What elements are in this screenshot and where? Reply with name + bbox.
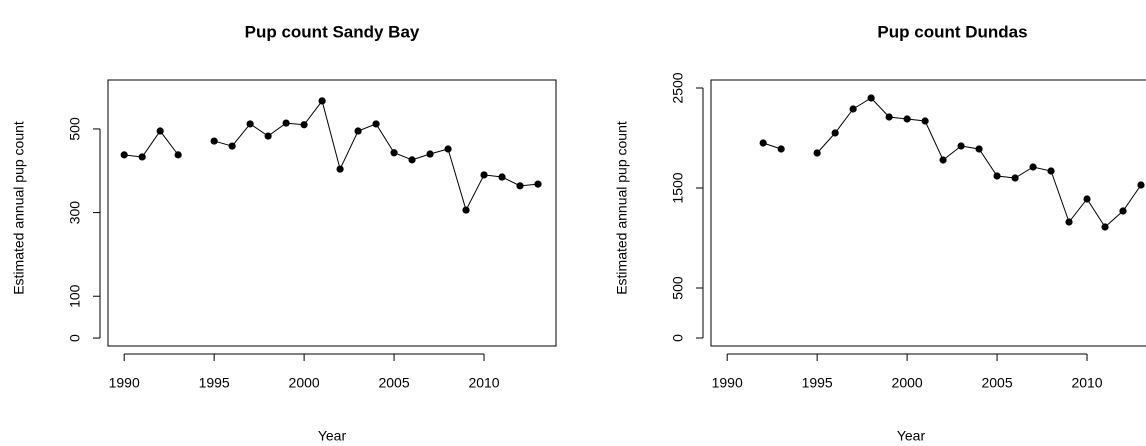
data-point: [138, 153, 146, 161]
data-point: [264, 132, 272, 140]
x-tick-label: 1995: [802, 375, 833, 391]
data-point: [390, 149, 398, 157]
data-point: [228, 142, 236, 150]
data-point: [516, 182, 524, 190]
data-point: [318, 97, 326, 105]
x-tick-label: 2010: [468, 375, 499, 391]
data-point: [1047, 167, 1055, 175]
data-point: [867, 94, 875, 102]
data-point: [957, 142, 965, 150]
plot-box: [710, 79, 1146, 347]
data-point: [246, 120, 254, 128]
x-axis-label: Year: [897, 428, 926, 444]
x-tick-label: 2000: [289, 375, 320, 391]
x-tick-label: 2000: [892, 375, 923, 391]
y-tick-label: 300: [67, 201, 83, 225]
data-point: [813, 149, 821, 157]
x-tick-label: 1995: [199, 375, 230, 391]
data-point: [831, 129, 839, 137]
x-tick-label: 2010: [1071, 375, 1102, 391]
x-axis-label: Year: [318, 428, 347, 444]
y-tick-label: 100: [67, 284, 83, 308]
data-point: [480, 171, 488, 179]
data-point: [444, 145, 452, 153]
y-tick-label: 0: [670, 334, 686, 342]
data-point: [1011, 174, 1019, 182]
y-tick-label: 500: [670, 276, 686, 300]
data-point: [120, 151, 128, 159]
data-point: [849, 105, 857, 113]
data-point: [336, 165, 344, 173]
data-point: [354, 127, 362, 135]
data-point: [210, 137, 218, 145]
plot-box: [107, 79, 557, 347]
data-point: [777, 145, 785, 153]
data-point: [1029, 163, 1037, 171]
y-tick-label: 0: [67, 334, 83, 342]
data-point: [498, 173, 506, 181]
y-tick-label: 500: [67, 117, 83, 141]
data-point: [1083, 195, 1091, 203]
data-point: [1119, 207, 1127, 215]
data-point: [903, 115, 911, 123]
data-point: [993, 172, 1001, 180]
series-line: [763, 97, 1142, 228]
x-tick-label: 2005: [981, 375, 1012, 391]
data-point: [975, 145, 983, 153]
data-point: [1137, 181, 1145, 189]
data-point: [921, 117, 929, 125]
data-point: [408, 156, 416, 164]
data-point: [1065, 218, 1073, 226]
data-point: [462, 206, 470, 214]
data-point: [372, 120, 380, 128]
data-point: [156, 127, 164, 135]
y-axis-label: Estimated annual pup count: [11, 121, 27, 295]
data-point: [759, 139, 767, 147]
y-axis-label: Estimated annual pup count: [614, 121, 630, 295]
data-point: [282, 119, 290, 127]
data-point: [939, 156, 947, 164]
y-tick-label: 1500: [670, 172, 686, 203]
x-tick-label: 2005: [378, 375, 409, 391]
x-tick-label: 1990: [109, 375, 140, 391]
data-point: [534, 180, 542, 188]
chart-title: Pup count Dundas: [877, 22, 1027, 41]
data-point: [885, 113, 893, 121]
data-point: [300, 121, 308, 129]
data-point: [1101, 223, 1109, 231]
chart-title: Pup count Sandy Bay: [245, 22, 420, 41]
data-point: [426, 150, 434, 158]
y-tick-label: 2500: [670, 72, 686, 103]
data-point: [174, 151, 182, 159]
series-line: [124, 99, 539, 212]
x-tick-label: 1990: [712, 375, 743, 391]
